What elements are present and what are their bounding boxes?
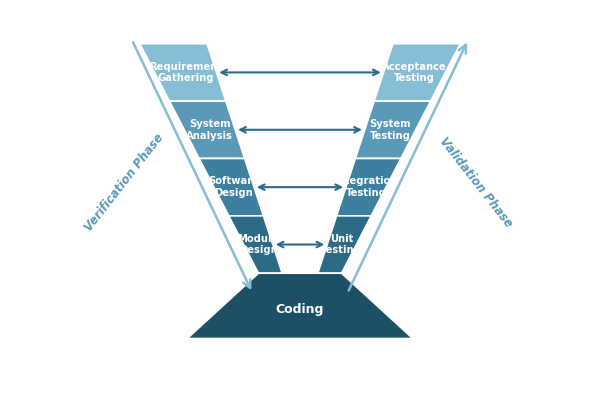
Polygon shape	[318, 216, 371, 273]
Text: Coding: Coding	[276, 303, 324, 316]
Polygon shape	[355, 101, 431, 158]
Polygon shape	[199, 158, 263, 216]
Polygon shape	[374, 44, 460, 101]
Text: Software
Design: Software Design	[208, 177, 259, 198]
Polygon shape	[337, 158, 401, 216]
Text: Validation Phase: Validation Phase	[437, 135, 515, 230]
Text: Module
Design: Module Design	[238, 234, 279, 255]
Text: Verification Phase: Verification Phase	[82, 131, 166, 234]
Text: Requirement
Gathering: Requirement Gathering	[149, 62, 222, 83]
Polygon shape	[229, 216, 282, 273]
Text: Unit
Testing: Unit Testing	[322, 234, 362, 255]
Polygon shape	[187, 273, 413, 339]
Polygon shape	[140, 44, 226, 101]
Text: Integration
Testing: Integration Testing	[334, 177, 398, 198]
Text: Acceptance
Testing: Acceptance Testing	[382, 62, 447, 83]
Text: System
Analysis: System Analysis	[187, 119, 233, 141]
Polygon shape	[169, 101, 245, 158]
Text: System
Testing: System Testing	[370, 119, 411, 141]
